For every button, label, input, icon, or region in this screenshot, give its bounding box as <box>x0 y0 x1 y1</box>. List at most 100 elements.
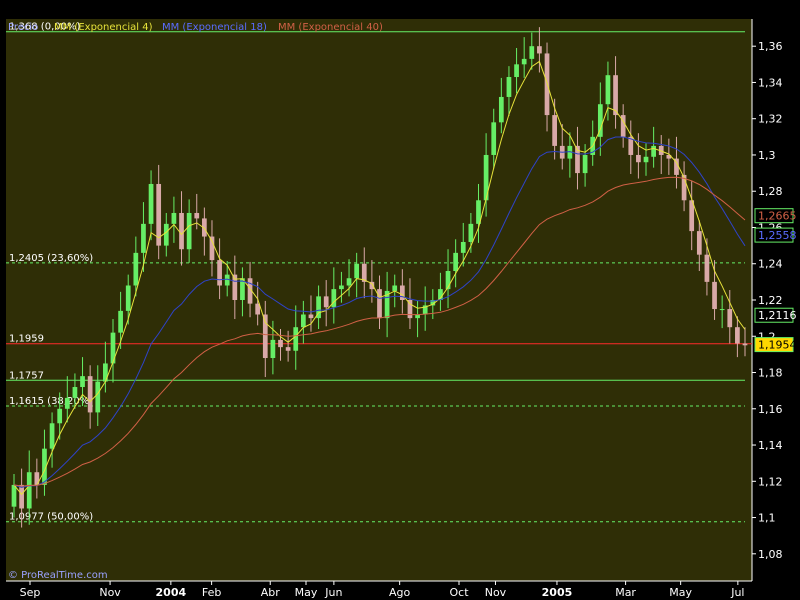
candle-body <box>300 314 306 328</box>
candle-body <box>666 154 672 159</box>
x-tick-label: 2004 <box>156 586 187 599</box>
candle-body <box>582 154 588 174</box>
candle-body <box>194 212 200 219</box>
candle-body <box>468 223 474 242</box>
candle-body <box>636 154 641 163</box>
candle-body <box>430 300 436 306</box>
price-tag-label-3: 1,1954 <box>758 339 797 352</box>
candle-body <box>498 96 504 123</box>
candle-body <box>742 343 748 346</box>
candle-body <box>217 260 222 286</box>
candle-body <box>567 145 573 159</box>
candle-body <box>681 174 687 201</box>
candle-body <box>438 289 443 300</box>
horizontal-levels: 1,368 (0,00%) 1,2405 (23,60%) 1,1959 1,1757… <box>6 22 752 523</box>
candle-body <box>422 305 428 315</box>
candle-body <box>232 274 238 300</box>
candle-body <box>11 484 17 507</box>
candle-body <box>57 408 63 424</box>
candle-body <box>651 145 656 157</box>
y-tick-label: 1,36 <box>758 40 783 53</box>
candle-body <box>255 303 261 315</box>
candle-body <box>399 285 405 300</box>
candle-body <box>361 263 367 282</box>
candle-body <box>460 241 466 253</box>
candle-body <box>575 145 580 174</box>
level-label-0: 1,368 (0,00%) <box>9 22 80 33</box>
candle-body <box>202 218 207 237</box>
candle-body <box>42 448 47 485</box>
candle-body <box>19 484 24 509</box>
candle-body <box>658 145 664 155</box>
candle-body <box>308 314 314 319</box>
candle-body <box>491 122 497 155</box>
legend-ma18: MM (Exponencial 18) <box>162 22 267 33</box>
candle-body <box>331 289 337 308</box>
x-tick-label: Ago <box>389 586 411 599</box>
candle-body <box>354 263 360 279</box>
legend-ma40: MM (Exponencial 40) <box>278 22 383 33</box>
candle-body <box>171 212 177 224</box>
y-tick-label: 1,16 <box>758 403 783 416</box>
candle-body <box>262 314 268 359</box>
y-tick-label: 1,14 <box>758 439 783 452</box>
candle-body <box>95 381 101 413</box>
candle-body <box>270 339 276 359</box>
x-tick-label: Nov <box>99 586 121 599</box>
candle-body <box>80 376 85 388</box>
candle-body <box>316 296 321 319</box>
candle-body <box>118 310 123 333</box>
candle-body <box>240 278 245 300</box>
candle-body <box>163 223 169 246</box>
candle-body <box>224 274 230 286</box>
price-tag-label-1: 1,2558 <box>758 229 797 242</box>
price-tag-label-2: 1,2116 <box>758 309 797 322</box>
x-tick-label: May <box>295 586 318 599</box>
level-label-2: 1,1959 <box>9 334 44 345</box>
candle-body <box>521 58 527 65</box>
legend-price: Precio <box>8 22 38 33</box>
candle-body <box>529 46 535 59</box>
level-label-5: 1,0977 (50,00%) <box>9 512 93 523</box>
candle-body <box>506 77 512 97</box>
candle-body <box>125 285 131 311</box>
candle-body <box>537 46 542 54</box>
candle-body <box>620 115 626 137</box>
candle-body <box>285 347 291 351</box>
y-tick-label: 1,22 <box>758 294 783 307</box>
candle-body <box>597 104 603 137</box>
candle-body <box>369 281 375 290</box>
x-axis: Sep Nov 2004 Feb Abr May Jun Ago Oct Nov 2005 Mar Ma… <box>20 581 744 599</box>
y-axis: 1,081,11,121,141,161,181,21,221,241,261,… <box>752 40 783 561</box>
candle-body <box>453 252 459 271</box>
y-tick-label: 1,32 <box>758 113 783 126</box>
price-tag-box-0 <box>754 208 794 224</box>
x-tick-label: Feb <box>202 586 221 599</box>
candle-body <box>719 309 725 311</box>
price-tag-box-2 <box>754 307 794 323</box>
x-tick-label: Nov <box>485 586 507 599</box>
candle-body <box>613 75 618 116</box>
candle-body <box>415 314 420 319</box>
y-tick-label: 1,08 <box>758 548 783 561</box>
x-tick-label: 2005 <box>542 586 573 599</box>
candle-body <box>552 115 557 146</box>
candle-body <box>141 223 146 253</box>
candle-body <box>26 472 32 509</box>
y-tick-label: 1,18 <box>758 367 783 380</box>
x-tick-label: Mar <box>615 586 636 599</box>
candle-body <box>696 231 702 255</box>
candle-body <box>278 339 283 348</box>
candle-body <box>346 278 352 286</box>
candle-body <box>735 327 740 344</box>
y-tick-label: 1,12 <box>758 475 783 488</box>
candle-body <box>407 300 413 319</box>
y-tick-label: 1,34 <box>758 76 783 89</box>
price-tag-box-1 <box>754 227 794 243</box>
candle-body <box>483 154 489 201</box>
candle-body <box>476 200 481 224</box>
moving-averages <box>13 60 746 496</box>
price-tags: 1,2665 1,2558 1,2116 1,1954 <box>754 208 797 353</box>
candle-body <box>674 158 679 175</box>
ma40-line <box>13 176 746 487</box>
